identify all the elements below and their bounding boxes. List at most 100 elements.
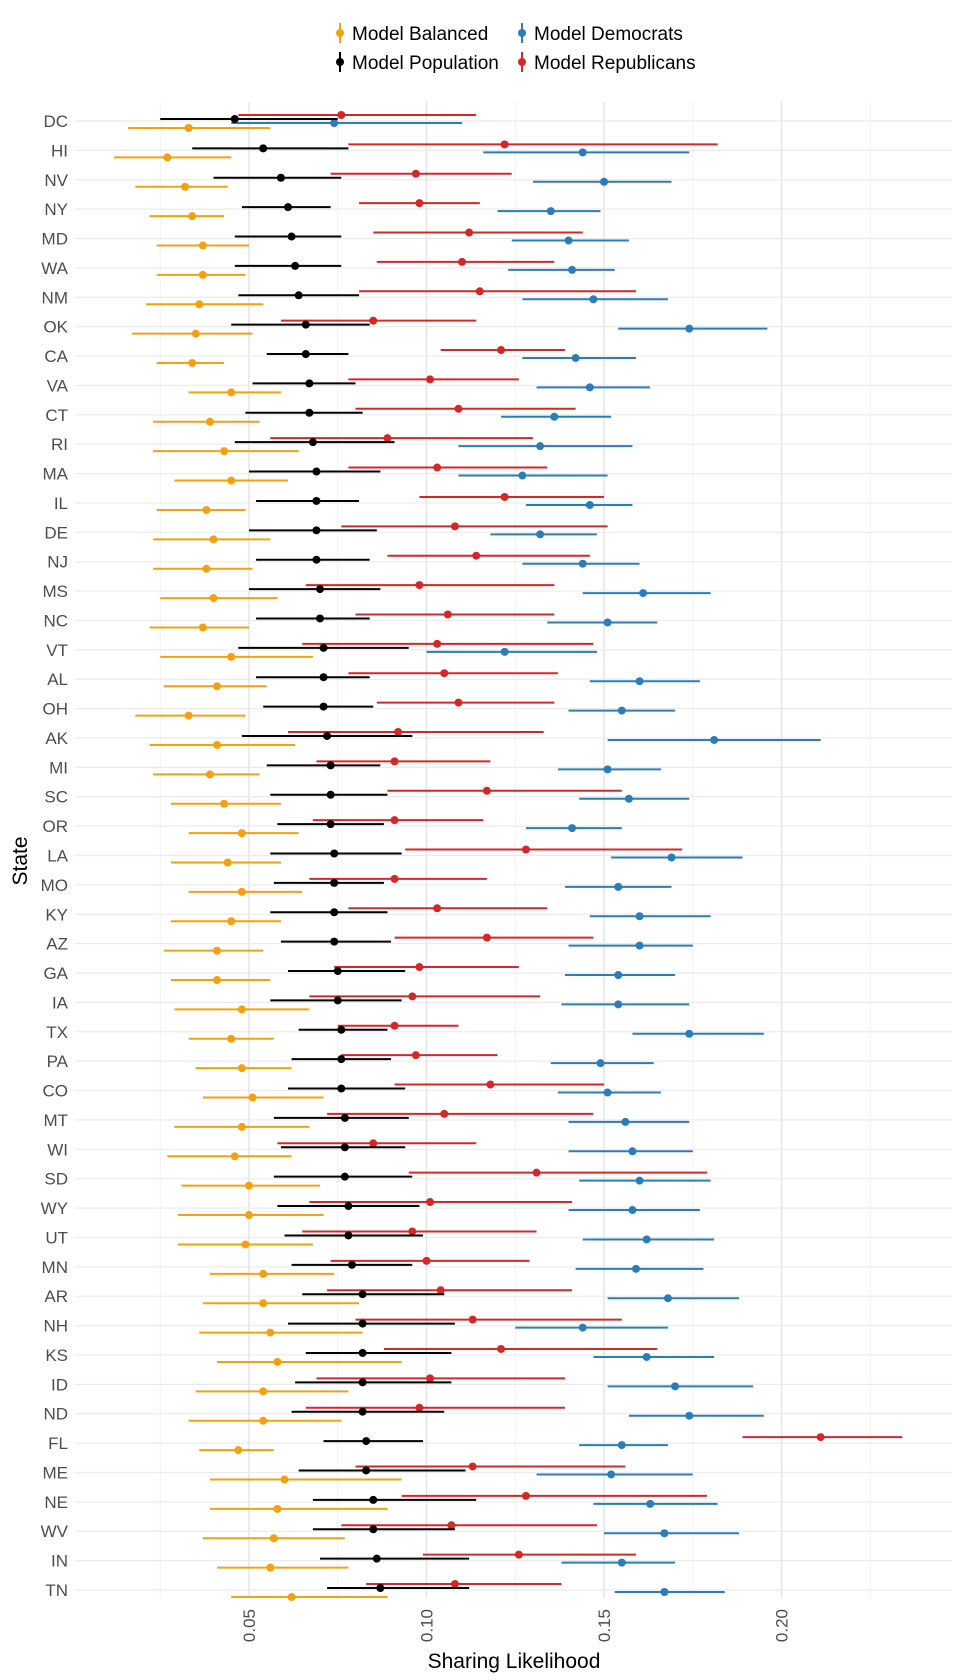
republicans-point: [458, 257, 467, 266]
population-point: [301, 350, 310, 359]
state-row-ia: [174, 992, 690, 1014]
balanced-point: [184, 124, 193, 132]
republicans-point: [415, 199, 424, 208]
state-row-mt: [174, 1109, 690, 1131]
balanced-point: [205, 770, 214, 779]
y-tick-label: TN: [45, 1581, 68, 1600]
republicans-point: [450, 522, 459, 531]
y-tick-label: KS: [45, 1346, 68, 1365]
republicans-point: [468, 1315, 477, 1324]
republicans-point: [408, 992, 417, 1001]
state-row-ca: [156, 346, 636, 368]
state-row-ky: [170, 904, 711, 926]
republicans-point: [482, 933, 491, 942]
democrats-point: [568, 265, 577, 274]
y-tick-label: ND: [43, 1405, 68, 1424]
democrats-point: [578, 1323, 587, 1332]
balanced-point: [237, 829, 246, 838]
y-tick-label: KY: [45, 905, 68, 924]
state-row-wi: [167, 1139, 693, 1161]
balanced-point: [259, 1387, 268, 1396]
legend-item-population: Model Population: [336, 52, 499, 74]
democrats-point: [603, 765, 612, 774]
population-point: [358, 1319, 367, 1328]
state-row-pa: [195, 1051, 654, 1073]
y-tick-label: WA: [41, 259, 68, 278]
y-tick-label: MN: [42, 1258, 68, 1277]
republicans-point: [500, 140, 509, 149]
state-row-nc: [149, 610, 658, 632]
republicans-point: [454, 404, 463, 413]
population-point: [358, 1407, 367, 1416]
democrats-point: [617, 706, 626, 715]
republicans-point: [454, 698, 463, 707]
population-point: [312, 526, 321, 535]
population-point: [284, 203, 293, 212]
balanced-point: [198, 270, 207, 279]
population-point: [319, 673, 328, 682]
republicans-point: [422, 1256, 431, 1265]
y-tick-label: NH: [43, 1317, 68, 1336]
democrats-point: [596, 1059, 605, 1068]
state-row-me: [209, 1462, 693, 1484]
x-axis-title: Sharing Likelihood: [428, 1650, 601, 1673]
democrats-point: [628, 1147, 637, 1156]
state-row-vt: [160, 639, 597, 661]
balanced-point: [198, 241, 207, 250]
population-point: [259, 144, 268, 153]
balanced-point: [237, 1064, 246, 1073]
population-point: [319, 643, 328, 652]
state-row-ms: [160, 581, 711, 603]
democrats-point: [578, 148, 587, 157]
legend-item-republicans: Model Republicans: [518, 52, 696, 74]
democrats-point: [631, 1264, 640, 1273]
state-row-nv: [135, 169, 672, 191]
balanced-point: [259, 1416, 268, 1425]
population-point: [369, 1525, 378, 1534]
state-row-mo: [188, 874, 672, 896]
democrats-point: [624, 794, 633, 803]
republicans-point: [415, 963, 424, 972]
republicans-point: [415, 1403, 424, 1412]
democrats-point: [660, 1529, 669, 1538]
y-tick-label: NY: [44, 200, 68, 219]
democrats-point: [667, 853, 676, 862]
legend-key-point: [518, 58, 526, 66]
democrats-point: [614, 971, 623, 980]
republicans-point: [411, 169, 420, 178]
democrats-point: [589, 295, 598, 304]
state-row-id: [195, 1374, 754, 1396]
balanced-point: [237, 887, 246, 896]
democrats-point: [550, 412, 559, 421]
population-point: [340, 1113, 349, 1122]
republicans-point: [390, 874, 399, 883]
balanced-point: [230, 1152, 239, 1161]
legend-key-point: [336, 58, 344, 66]
state-row-de: [153, 522, 608, 544]
democrats-point: [617, 1558, 626, 1567]
balanced-point: [273, 1504, 282, 1513]
legend-item-democrats: Model Democrats: [518, 23, 683, 45]
population-point: [358, 1290, 367, 1299]
state-row-sc: [170, 786, 690, 808]
balanced-point: [213, 976, 222, 985]
y-tick-label: SD: [44, 1170, 68, 1189]
y-tick-label: DC: [43, 112, 68, 131]
population-point: [305, 379, 314, 388]
population-point: [301, 320, 310, 329]
democrats-point: [603, 1088, 612, 1097]
balanced-point: [213, 740, 222, 749]
legend-label: Model Population: [352, 53, 499, 74]
balanced-point: [227, 917, 236, 926]
balanced-point: [259, 1269, 268, 1278]
republicans-point: [465, 228, 474, 237]
democrats-point: [536, 530, 545, 539]
y-tick-label: ID: [51, 1375, 68, 1394]
legend-key-point: [518, 29, 526, 37]
population-point: [333, 996, 342, 1005]
state-row-nj: [153, 551, 640, 573]
republicans-point: [514, 1550, 523, 1559]
democrats-point: [635, 677, 644, 686]
population-point: [344, 1231, 353, 1240]
balanced-point: [220, 447, 229, 456]
